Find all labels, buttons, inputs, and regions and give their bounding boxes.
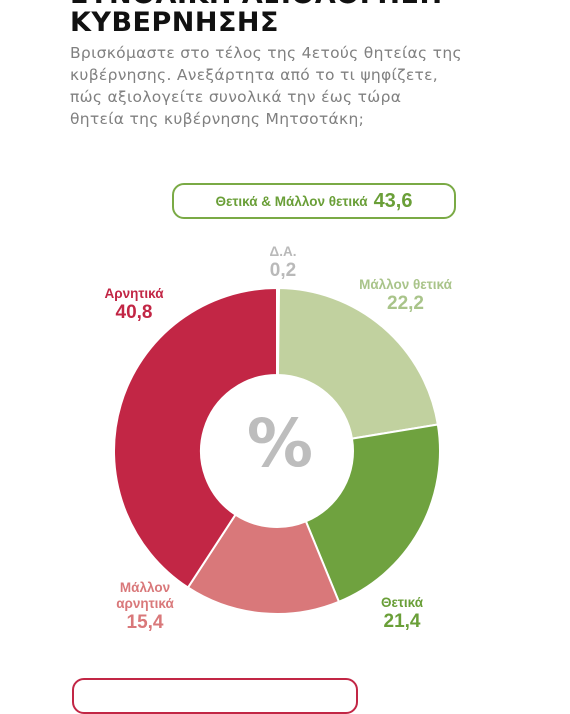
donut-slice-αρνητικά bbox=[113, 286, 278, 589]
slice-label-thetika-category: Θετικά bbox=[380, 595, 424, 610]
chart-title-line-2: ΚΥΒΕΡΝΗΣΗΣ bbox=[70, 7, 279, 38]
slice-label-mallon-arnitika: Μάλλον αρνητικά 15,4 bbox=[105, 580, 185, 634]
slice-label-arnitika: Αρνητικά 40,8 bbox=[90, 286, 178, 324]
summary-value: 43,6 bbox=[373, 189, 413, 212]
slice-label-da-category: Δ.Α. bbox=[269, 244, 297, 259]
donut-slice-μάλλον-θετικά bbox=[276, 286, 439, 440]
question-line-4: θητεία της κυβέρνησης Μητσοτάκη; bbox=[70, 110, 365, 128]
slice-label-da: Δ.Α. 0,2 bbox=[258, 244, 308, 282]
slice-label-da-value: 0,2 bbox=[269, 260, 297, 281]
slice-label-mallon-thetika-category: Μάλλον θετικά bbox=[359, 277, 452, 292]
chart-title-line-1: ΣΥΝΟΛΙΚΗ ΑΞΙΟΛΟΓΗΣΗ bbox=[70, 0, 443, 10]
negative-summary-box bbox=[72, 678, 358, 714]
percent-symbol: % bbox=[246, 405, 314, 482]
slice-label-mallon-thetika-value: 22,2 bbox=[387, 293, 424, 314]
survey-question: Βρισκόμαστε στο τέλος της 4ετούς θητείας… bbox=[70, 42, 490, 130]
question-line-1: Βρισκόμαστε στο τέλος της 4ετούς θητείας… bbox=[70, 44, 462, 62]
slice-label-thetika-value: 21,4 bbox=[383, 611, 421, 632]
slice-label-mallon-arnitika-category-line-2: αρνητικά bbox=[116, 596, 174, 611]
donut-chart bbox=[113, 286, 441, 615]
slice-label-thetika: Θετικά 21,4 bbox=[372, 595, 432, 633]
slice-label-mallon-arnitika-category-line-1: Μάλλον bbox=[119, 580, 171, 595]
question-line-3: πώς αξιολογείτε συνολικά την έως τώρα bbox=[70, 88, 402, 106]
slice-label-mallon-thetika: Μάλλον θετικά 22,2 bbox=[348, 277, 463, 315]
slice-label-arnitika-value: 40,8 bbox=[115, 302, 153, 323]
slice-label-arnitika-category: Αρνητικά bbox=[104, 286, 164, 301]
positive-summary-box: Θετικά & Μάλλον θετικά 43,6 bbox=[172, 183, 456, 219]
question-line-2: κυβέρνησης. Ανεξάρτητα από το τι ψηφίζετ… bbox=[70, 66, 439, 84]
donut-slice-θετικά bbox=[304, 423, 441, 604]
slice-label-mallon-arnitika-value: 15,4 bbox=[126, 612, 164, 633]
summary-label: Θετικά & Μάλλον θετικά bbox=[215, 193, 368, 209]
